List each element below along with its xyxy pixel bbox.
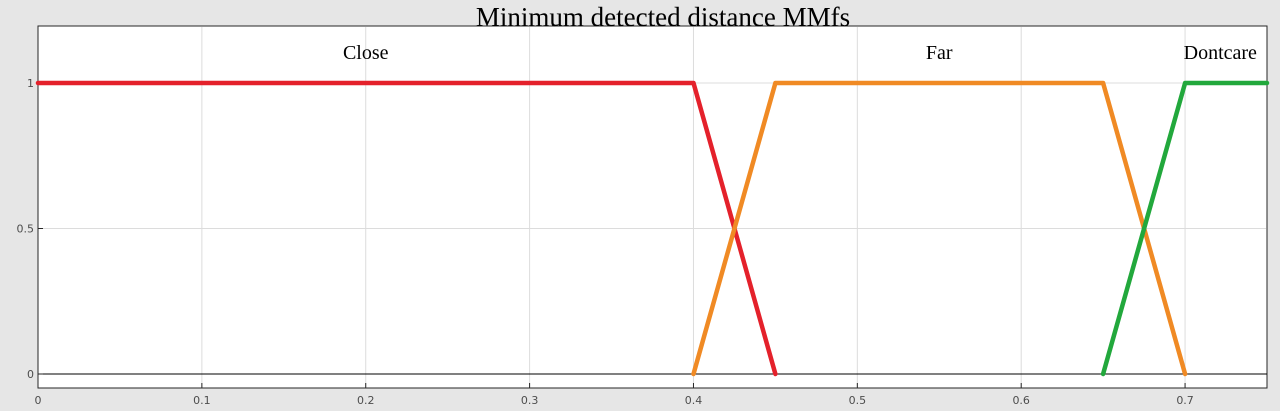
mf-labels: Close Far Dontcare — [343, 42, 1257, 64]
y-tick-label: 1 — [27, 77, 34, 90]
mf-label-close: Close — [343, 42, 389, 64]
mf-label-far: Far — [926, 42, 953, 64]
plot-area — [37, 25, 1268, 389]
x-tick-label: 0.1 — [193, 394, 211, 407]
y-tick-label: 0.5 — [17, 223, 35, 236]
x-axis: 0 0.1 0.2 0.3 0.4 0.5 0.6 0.7 — [35, 383, 1194, 407]
mf-label-dontcare: Dontcare — [1184, 42, 1257, 64]
y-axis: 00.51 — [17, 77, 43, 381]
x-tick-label: 0.6 — [1012, 394, 1030, 407]
x-tick-label: 0.4 — [685, 394, 703, 407]
series-group — [35, 80, 1270, 377]
x-tick-label: 0 — [35, 394, 42, 407]
x-tick-label: 0.3 — [521, 394, 539, 407]
series-line-dontcare — [1100, 80, 1270, 377]
x-tick-label: 0.2 — [357, 394, 375, 407]
x-tick-label: 0.7 — [1176, 394, 1194, 407]
x-tick-label: 0.5 — [849, 394, 867, 407]
y-tick-label: 0 — [27, 368, 34, 381]
series-line-close — [35, 80, 778, 377]
chart-title: Minimum detected distance MMfs — [476, 2, 850, 32]
